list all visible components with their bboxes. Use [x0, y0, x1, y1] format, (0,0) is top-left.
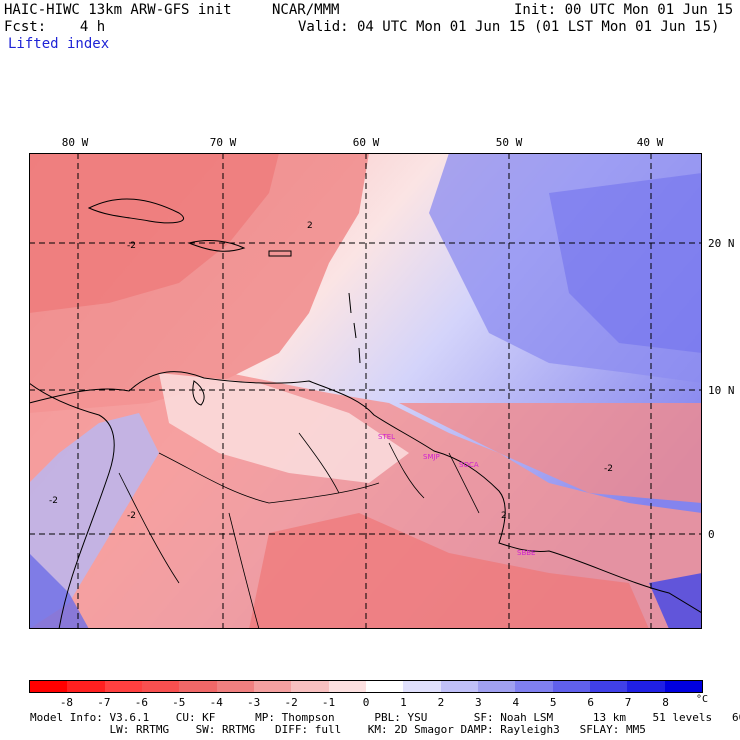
colorbar-swatch	[179, 681, 217, 692]
hispaniola-coast	[187, 240, 246, 252]
colorbar-swatch	[627, 681, 665, 692]
colorbar-tick-label: 8	[662, 696, 669, 709]
lon-label-70w: 70 W	[209, 136, 237, 149]
map-canvas: 2 -2 -2 2 -2 -2 STEL SMJP SOCA SBBE	[29, 153, 702, 629]
colorbar-tick-label: -3	[247, 696, 261, 709]
colorbar-swatch	[589, 681, 628, 692]
lon-label-50w: 50 W	[495, 136, 523, 149]
colorbar-swatch	[403, 681, 441, 692]
station-stel: STEL	[378, 433, 395, 441]
init-time: Init: 00 UTC Mon 01 Jun 15	[514, 2, 734, 18]
colorbar-tick-label: -7	[97, 696, 111, 709]
atlantic-south-warm	[399, 403, 702, 503]
contour-label-3: -2	[49, 496, 58, 506]
model-info-line1: Model Info: V3.6.1 CU: KF MP: Thompson P…	[30, 711, 740, 724]
colorbar-swatch	[253, 681, 292, 692]
station-soca: SOCA	[459, 461, 479, 469]
colorbar-swatch	[664, 681, 702, 692]
lifted-index-map: 2 -2 -2 2 -2 -2 STEL SMJP SOCA SBBE	[29, 153, 702, 629]
cuba-coast	[87, 198, 184, 224]
colorbar-tick-label: 2	[437, 696, 445, 709]
colorbar-swatch	[67, 681, 105, 692]
caribbean-core-region	[29, 153, 279, 313]
colorbar-tick-label: 6	[587, 696, 594, 709]
andes-stable-strip	[29, 413, 159, 629]
colorbar-tick-label: 4	[512, 696, 520, 709]
colorbar-swatch	[515, 681, 553, 692]
lake-maracaibo	[192, 380, 205, 406]
lon-label-60w: 60 W	[352, 136, 380, 149]
colorbar-swatch	[216, 681, 254, 692]
lat-label-0: 0	[708, 528, 715, 541]
org-label: NCAR/MMM	[272, 2, 340, 18]
colorbar-tick-label: 7	[624, 696, 632, 709]
model-info-line2: LW: RRTMG SW: RRTMG DIFF: full KM: 2D Sm…	[30, 723, 646, 736]
colorbar-tick-label: -5	[172, 696, 186, 709]
colorbar-swatch	[141, 681, 180, 692]
lesser-antilles	[348, 292, 361, 364]
colorbar-tick-label: -1	[321, 696, 336, 709]
colorbar-tick-label: 3	[475, 696, 482, 709]
field-name: Lifted index	[8, 36, 110, 52]
pacific-stable-corner	[29, 553, 89, 629]
stations: STEL SMJP SOCA SBBE	[378, 433, 535, 557]
colorbar-swatch	[30, 681, 68, 692]
lat-lon-grid	[29, 153, 702, 629]
colorbar-tick-label: 1	[400, 696, 407, 709]
run-title: HAIC-HIWC 13km ARW-GFS init	[4, 2, 232, 18]
colorbar-swatch	[104, 681, 142, 692]
contour-label-2: -2	[127, 241, 136, 251]
puerto-rico-coast	[268, 250, 292, 257]
lon-label-40w: 40 W	[636, 136, 664, 149]
colorbar	[29, 680, 703, 693]
colorbar-swatch	[552, 681, 590, 692]
central-america-coast	[29, 382, 115, 629]
lat-label-10n: 10 N	[708, 384, 735, 397]
atlantic-core-stable	[549, 173, 702, 353]
colorbar-swatch	[328, 681, 366, 692]
colorbar-unit: °C	[696, 694, 709, 705]
station-smjp: SMJP	[423, 453, 440, 461]
station-sbbe: SBBE	[517, 549, 535, 557]
valid-time: Valid: 04 UTC Mon 01 Jun 15 (01 LST Mon …	[298, 19, 720, 35]
contour-label-5: -2	[604, 464, 613, 474]
colorbar-tick-label: 5	[549, 696, 557, 709]
lat-label-20n: 20 N	[708, 237, 735, 250]
contour-labels: 2 -2 -2 2 -2 -2	[49, 221, 613, 521]
colorbar-tick-label: -2	[284, 696, 298, 709]
map-border	[29, 153, 702, 629]
guiana-neutral-region	[159, 373, 409, 483]
coastlines	[29, 198, 702, 629]
colorbar-tick-label: 0	[362, 696, 370, 709]
country-borders	[118, 432, 480, 629]
colorbar-tick-label: -6	[134, 696, 148, 709]
lon-label-80w: 80 W	[61, 136, 89, 149]
forecast-hour: Fcst: 4 h	[4, 19, 106, 35]
contour-label-1: 2	[307, 221, 313, 231]
colorbar-swatch	[440, 681, 478, 692]
contour-label-6: -2	[127, 511, 136, 521]
colorbar-swatch	[477, 681, 516, 692]
contour-label-4: 2	[501, 511, 507, 521]
amazon-unstable-core	[249, 513, 649, 629]
colorbar-tick-label: -8	[59, 696, 74, 709]
southeast-stable-corner	[649, 573, 702, 629]
colorbar-swatch	[291, 681, 329, 692]
colorbar-tick-label: -4	[209, 696, 223, 709]
colorbar-swatch	[365, 681, 404, 692]
south-america-coast	[29, 371, 702, 614]
